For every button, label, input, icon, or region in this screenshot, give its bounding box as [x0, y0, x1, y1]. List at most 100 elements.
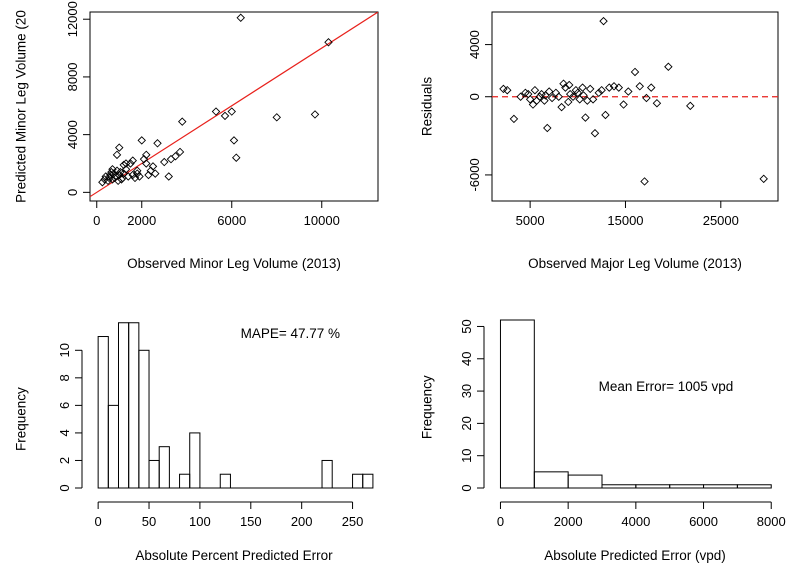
data-point	[532, 96, 542, 105]
x-tick-label: 25000	[703, 213, 739, 228]
y-tick-label: 0	[459, 484, 474, 491]
x-tick-label: 0	[95, 514, 102, 529]
data-point	[540, 96, 549, 105]
data-point	[521, 88, 530, 98]
y-tick-label: 2	[57, 457, 72, 464]
data-point	[599, 16, 608, 26]
histogram-bar	[189, 432, 201, 489]
x-tick-label: 250	[342, 514, 364, 529]
data-point	[564, 80, 574, 90]
data-point	[564, 97, 573, 107]
histogram-bar	[352, 473, 364, 489]
data-point	[164, 172, 173, 181]
y-tick-label: 50	[459, 319, 474, 333]
scatter-residuals-panel: 5000 15000 25000 -6000 0 4000 Observed Major L…	[420, 11, 779, 271]
y-axis-label: Residuals	[420, 77, 435, 137]
data-point	[601, 110, 610, 120]
x-tick-label: 2000	[554, 514, 583, 529]
data-point	[559, 79, 568, 88]
y-tick-label: 8000	[65, 62, 80, 91]
data-point	[137, 136, 146, 145]
data-point	[609, 82, 619, 91]
annotation-text: Mean Error= 1005 vpd	[599, 379, 734, 394]
data-point	[547, 93, 557, 103]
data-point	[652, 99, 662, 108]
data-point	[503, 85, 512, 95]
histogram-bar	[97, 336, 109, 489]
data-point	[108, 175, 117, 184]
x-tick-label: 15000	[607, 213, 643, 228]
data-point	[124, 172, 133, 181]
y-tick-label: 20	[459, 416, 474, 430]
y-tick-label: 40	[459, 352, 474, 366]
data-point	[585, 84, 595, 94]
x-tick-label: 0	[497, 514, 504, 529]
x-axis-label: Observed Major Leg Volume (2013)	[528, 256, 742, 271]
data-point	[324, 38, 333, 47]
y-tick-label: 12000	[65, 1, 80, 37]
data-point	[581, 113, 590, 122]
data-point	[594, 88, 604, 98]
y-tick-label: 4000	[467, 30, 482, 59]
data-point	[590, 128, 600, 138]
data-point	[108, 165, 117, 174]
data-point	[121, 159, 131, 168]
y-tick-label: 30	[459, 384, 474, 398]
data-point	[557, 102, 566, 112]
data-point	[115, 143, 124, 152]
data-point	[142, 150, 151, 160]
fit-line	[90, 12, 378, 198]
data-point	[588, 95, 598, 104]
data-point	[211, 107, 221, 116]
data-point	[544, 87, 554, 96]
scatter-predicted-vs-observed-panel: 0 2000 6000 10000 0 4000 8000 12000 Observed Min…	[14, 1, 379, 271]
data-point	[597, 85, 606, 95]
data-point	[640, 177, 649, 186]
x-tick-label: 50	[142, 514, 156, 529]
data-point	[135, 172, 144, 181]
y-axis-label: Predicted Minor Leg Volume (20	[14, 10, 29, 203]
x-axis-label: Absolute Percent Predicted Error	[135, 548, 333, 563]
data-point	[635, 82, 645, 91]
histogram-bar	[533, 471, 569, 489]
data-point	[133, 166, 142, 175]
data-point	[571, 85, 581, 95]
data-point	[525, 95, 535, 104]
data-point	[175, 147, 185, 157]
histogram-bar	[179, 473, 191, 489]
x-tick-label: 6000	[689, 514, 718, 529]
data-point	[543, 123, 552, 133]
data-point	[119, 160, 128, 170]
x-tick-label: 4000	[621, 514, 650, 529]
data-point	[646, 83, 656, 92]
data-point	[112, 150, 122, 160]
data-point	[759, 174, 768, 184]
data-point	[227, 107, 236, 116]
y-tick-label: 8	[57, 374, 72, 381]
data-point	[272, 113, 281, 122]
x-tick-label: 150	[240, 514, 262, 529]
data-point	[554, 92, 563, 101]
data-point	[101, 172, 110, 181]
data-point	[142, 159, 151, 168]
histogram-bar	[128, 322, 140, 489]
data-point	[229, 136, 239, 145]
plot-frame	[491, 11, 779, 202]
data-point	[619, 100, 628, 109]
y-tick-label: 10	[459, 448, 474, 462]
y-tick-label: 6	[57, 402, 72, 409]
x-tick-label: 2000	[127, 213, 156, 228]
histogram-bar	[567, 474, 603, 489]
data-point	[664, 62, 673, 71]
data-point	[236, 13, 245, 23]
y-tick-label: 0	[57, 484, 72, 491]
histogram-bar	[158, 446, 170, 489]
histogram-bar	[107, 404, 119, 489]
data-point	[578, 83, 587, 92]
y-tick-label: 4000	[65, 120, 80, 149]
y-tick-label: -6000	[467, 158, 482, 191]
x-tick-label: 8000	[757, 514, 786, 529]
y-axis-label: Frequency	[14, 387, 29, 451]
histogram-bar	[219, 473, 231, 489]
